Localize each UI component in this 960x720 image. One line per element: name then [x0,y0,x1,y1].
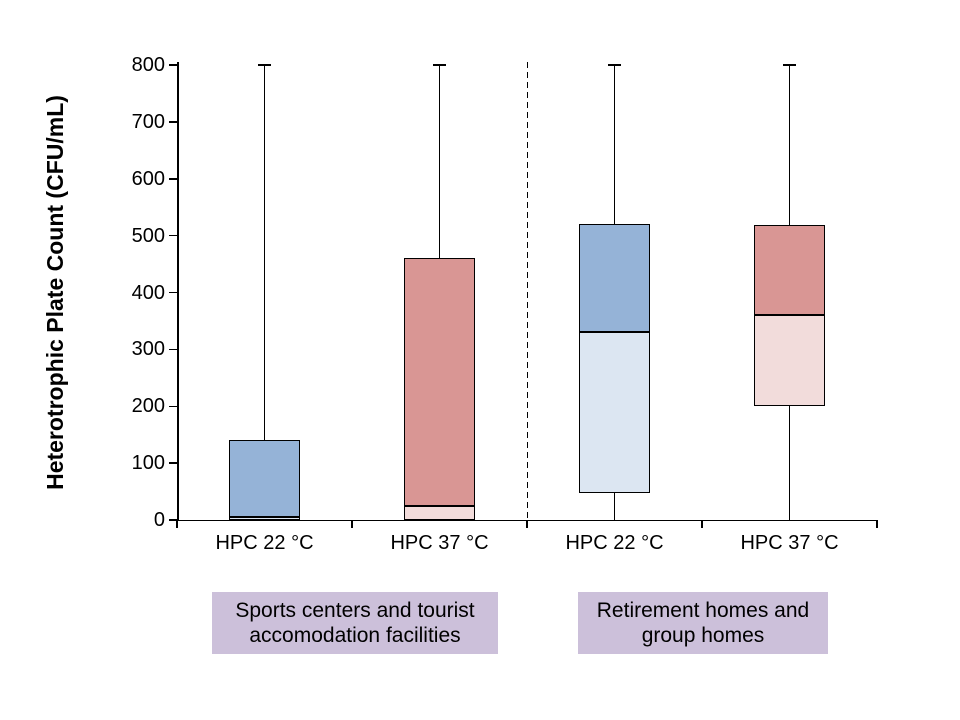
whisker-cap-max [258,64,271,66]
x-tick-mark [876,520,878,528]
box-lower-segment [754,315,825,407]
y-axis-title: Heterotrophic Plate Count (CFU/mL) [0,65,110,520]
y-axis-line [177,62,179,521]
box-upper-segment [754,225,825,316]
box-upper-segment [579,224,650,333]
group-label-retirement: Retirement homes and group homes [578,592,828,654]
y-tick-label: 0 [153,509,165,531]
x-tick-mark [526,520,528,528]
whisker-line-lower [789,406,790,520]
y-tick-mark [169,121,177,123]
group-label-retirement-line1: Retirement homes and [596,598,810,622]
whisker-line-upper [439,65,440,259]
group-separator-line [527,62,528,520]
y-tick-mark [169,405,177,407]
box-upper-segment [229,440,300,518]
y-tick-mark [169,462,177,464]
y-tick-label: 300 [131,338,165,361]
x-tick-mark [701,520,703,528]
x-tick-label: HPC 22 °C [565,532,664,554]
x-tick-label: HPC 22 °C [215,532,314,554]
y-tick-label: 800 [131,54,165,76]
y-tick-label: 700 [131,110,165,133]
whisker-line-upper [264,65,265,441]
y-tick-label: 100 [131,452,165,475]
y-axis-title-text: Heterotrophic Plate Count (CFU/mL) [41,95,68,490]
y-tick-label: 500 [131,224,165,247]
whisker-cap-max [608,64,621,66]
group-label-sports: Sports centers and tourist accomodation … [212,592,498,654]
x-tick-label: HPC 37 °C [740,532,839,554]
box-lower-segment [579,332,650,494]
group-label-sports-line2: accomodation facilities [249,624,461,647]
box-lower-segment [404,505,475,520]
y-tick-mark [169,64,177,66]
x-tick-mark [351,520,353,528]
y-tick-label: 200 [131,395,165,418]
y-tick-mark [169,519,177,521]
y-tick-mark [169,291,177,294]
y-tick-label: 600 [131,167,165,190]
y-tick-mark [169,234,177,237]
y-tick-mark [169,178,177,180]
box-upper-segment [404,258,475,506]
x-tick-label: HPC 37 °C [390,532,489,554]
group-label-sports-line1: Sports centers and tourist [235,598,475,622]
box-lower-segment [229,517,300,520]
whisker-cap-max [783,64,796,66]
whisker-cap-max [433,64,446,66]
whisker-line-lower [614,493,615,520]
whisker-line-upper [789,65,790,226]
y-tick-mark [169,348,177,351]
whisker-line-upper [614,65,615,225]
y-tick-label: 400 [131,281,165,304]
x-tick-mark [176,520,178,528]
group-label-retirement-line2: group homes [641,624,765,647]
